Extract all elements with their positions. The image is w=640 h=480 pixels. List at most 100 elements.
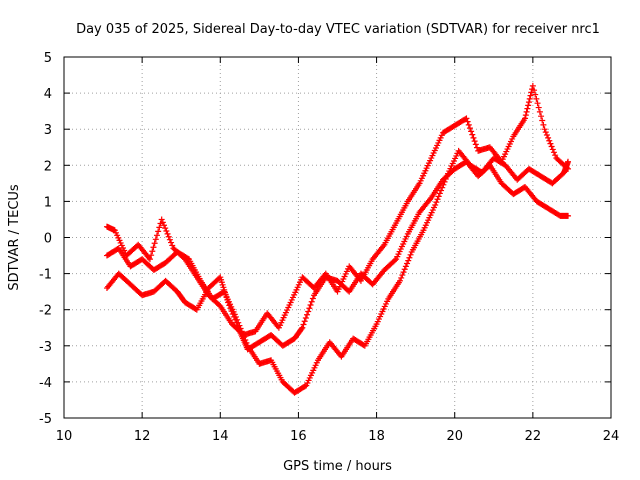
data-point	[548, 143, 555, 150]
data-point	[533, 95, 540, 102]
data-point	[156, 224, 163, 231]
data-point	[149, 248, 156, 255]
data-point	[442, 176, 449, 183]
data-point	[402, 263, 409, 270]
data-point	[406, 254, 413, 261]
x-axis-label: GPS time / hours	[283, 459, 392, 474]
data-point	[441, 178, 448, 185]
data-point	[150, 244, 157, 251]
data-point	[146, 256, 153, 263]
data-point	[309, 295, 316, 302]
data-point	[535, 104, 542, 111]
y-tick-label: -2	[39, 304, 52, 319]
data-point	[525, 102, 532, 109]
data-point	[536, 108, 543, 115]
data-point	[565, 212, 572, 219]
data-point	[165, 233, 172, 240]
data-point	[472, 141, 479, 148]
data-point	[466, 125, 473, 132]
data-point	[547, 140, 554, 147]
y-axis-label: SDTVAR / TECUs	[7, 184, 22, 291]
data-point	[440, 181, 447, 188]
data-point	[438, 187, 445, 194]
data-point	[243, 339, 250, 346]
data-point	[565, 158, 572, 165]
data-point	[542, 129, 549, 136]
data-points	[103, 82, 572, 396]
data-point	[522, 115, 529, 122]
data-point	[298, 325, 305, 332]
data-point	[302, 315, 309, 322]
data-point	[166, 236, 173, 243]
data-point	[151, 240, 158, 247]
data-point	[232, 313, 239, 320]
data-point	[399, 272, 406, 279]
y-tick-label: -1	[39, 268, 52, 283]
data-point	[163, 228, 170, 235]
data-point	[169, 242, 176, 249]
data-point	[538, 113, 545, 120]
data-point	[540, 121, 547, 128]
x-tick-label: 12	[134, 429, 151, 444]
data-point	[532, 91, 539, 98]
data-point	[234, 316, 241, 323]
series-trace-c	[103, 82, 572, 338]
data-point	[539, 117, 546, 124]
data-point	[153, 232, 160, 239]
data-point	[299, 324, 306, 331]
x-tick-label: 20	[446, 429, 463, 444]
data-point	[405, 257, 412, 264]
y-tick-label: -3	[39, 340, 52, 355]
y-tick-label: 2	[44, 159, 52, 174]
x-tick-label: 22	[525, 429, 542, 444]
data-point	[468, 128, 475, 135]
y-tick-label: 1	[44, 195, 52, 210]
data-point	[300, 321, 307, 328]
x-tick-label: 14	[212, 429, 229, 444]
data-point	[527, 92, 534, 99]
data-point	[546, 137, 553, 144]
data-point	[534, 100, 541, 107]
chart-title: Day 035 of 2025, Sidereal Day-to-day VTE…	[76, 22, 600, 37]
data-point	[464, 118, 471, 125]
data-point	[545, 134, 552, 141]
y-tick-label: 5	[44, 51, 52, 66]
data-point	[465, 121, 472, 128]
data-point	[398, 274, 405, 281]
data-point	[158, 216, 165, 223]
data-point	[529, 82, 536, 89]
data-point	[401, 266, 408, 273]
data-point	[397, 277, 404, 284]
data-point	[471, 138, 478, 145]
data-point	[301, 318, 308, 325]
x-tick-label: 10	[56, 429, 73, 444]
x-tick-label: 24	[603, 429, 620, 444]
data-point	[524, 105, 531, 112]
y-tick-label: -5	[39, 412, 52, 427]
data-point	[463, 115, 470, 122]
data-point	[242, 337, 249, 344]
data-point	[164, 230, 171, 237]
x-tick-label: 16	[290, 429, 307, 444]
data-point	[400, 269, 407, 276]
data-point	[470, 134, 477, 141]
data-point	[308, 298, 315, 305]
data-point	[526, 95, 533, 102]
data-point	[531, 87, 538, 94]
data-point	[304, 311, 311, 318]
data-point	[302, 383, 309, 390]
data-point	[550, 149, 557, 156]
data-point	[159, 219, 166, 226]
data-point	[434, 196, 441, 203]
data-point	[161, 222, 168, 229]
data-point	[148, 252, 155, 259]
data-point	[435, 193, 442, 200]
series-trace-b	[103, 147, 572, 396]
data-point	[523, 108, 530, 115]
data-point	[549, 146, 556, 153]
data-point	[306, 305, 313, 312]
data-point	[541, 126, 548, 133]
data-point	[565, 165, 572, 172]
